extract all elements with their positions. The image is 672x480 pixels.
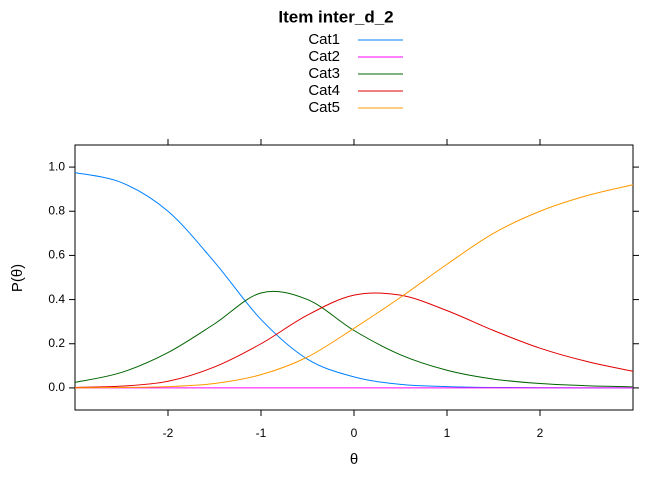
y-tick-label: 0.6: [48, 248, 65, 262]
legend-label: Cat5: [308, 99, 340, 116]
legend-label: Cat1: [308, 31, 340, 48]
series-line: [74, 292, 634, 388]
x-axis-label: θ: [350, 451, 358, 468]
x-tick-label: -1: [256, 426, 267, 440]
series-line: [74, 290, 634, 388]
x-tick-label: 2: [537, 426, 544, 440]
x-tick-label: 1: [444, 426, 451, 440]
y-axis-label: P(θ): [9, 264, 26, 292]
legend-label: Cat4: [308, 82, 340, 99]
x-tick-label: -2: [163, 426, 174, 440]
x-tick-label: 0: [351, 426, 358, 440]
y-tick-label: 0.2: [48, 336, 65, 350]
chart-title: Item inter_d_2: [278, 7, 393, 26]
legend-label: Cat3: [308, 65, 340, 82]
series-line: [74, 184, 634, 389]
legend-label: Cat2: [308, 48, 340, 65]
y-tick-label: 1.0: [48, 159, 65, 173]
y-tick-label: 0.8: [48, 203, 65, 217]
series-line: [74, 172, 634, 389]
panel-border: [74, 144, 634, 411]
y-tick-label: 0.0: [48, 380, 65, 394]
y-tick-label: 0.4: [48, 292, 65, 306]
